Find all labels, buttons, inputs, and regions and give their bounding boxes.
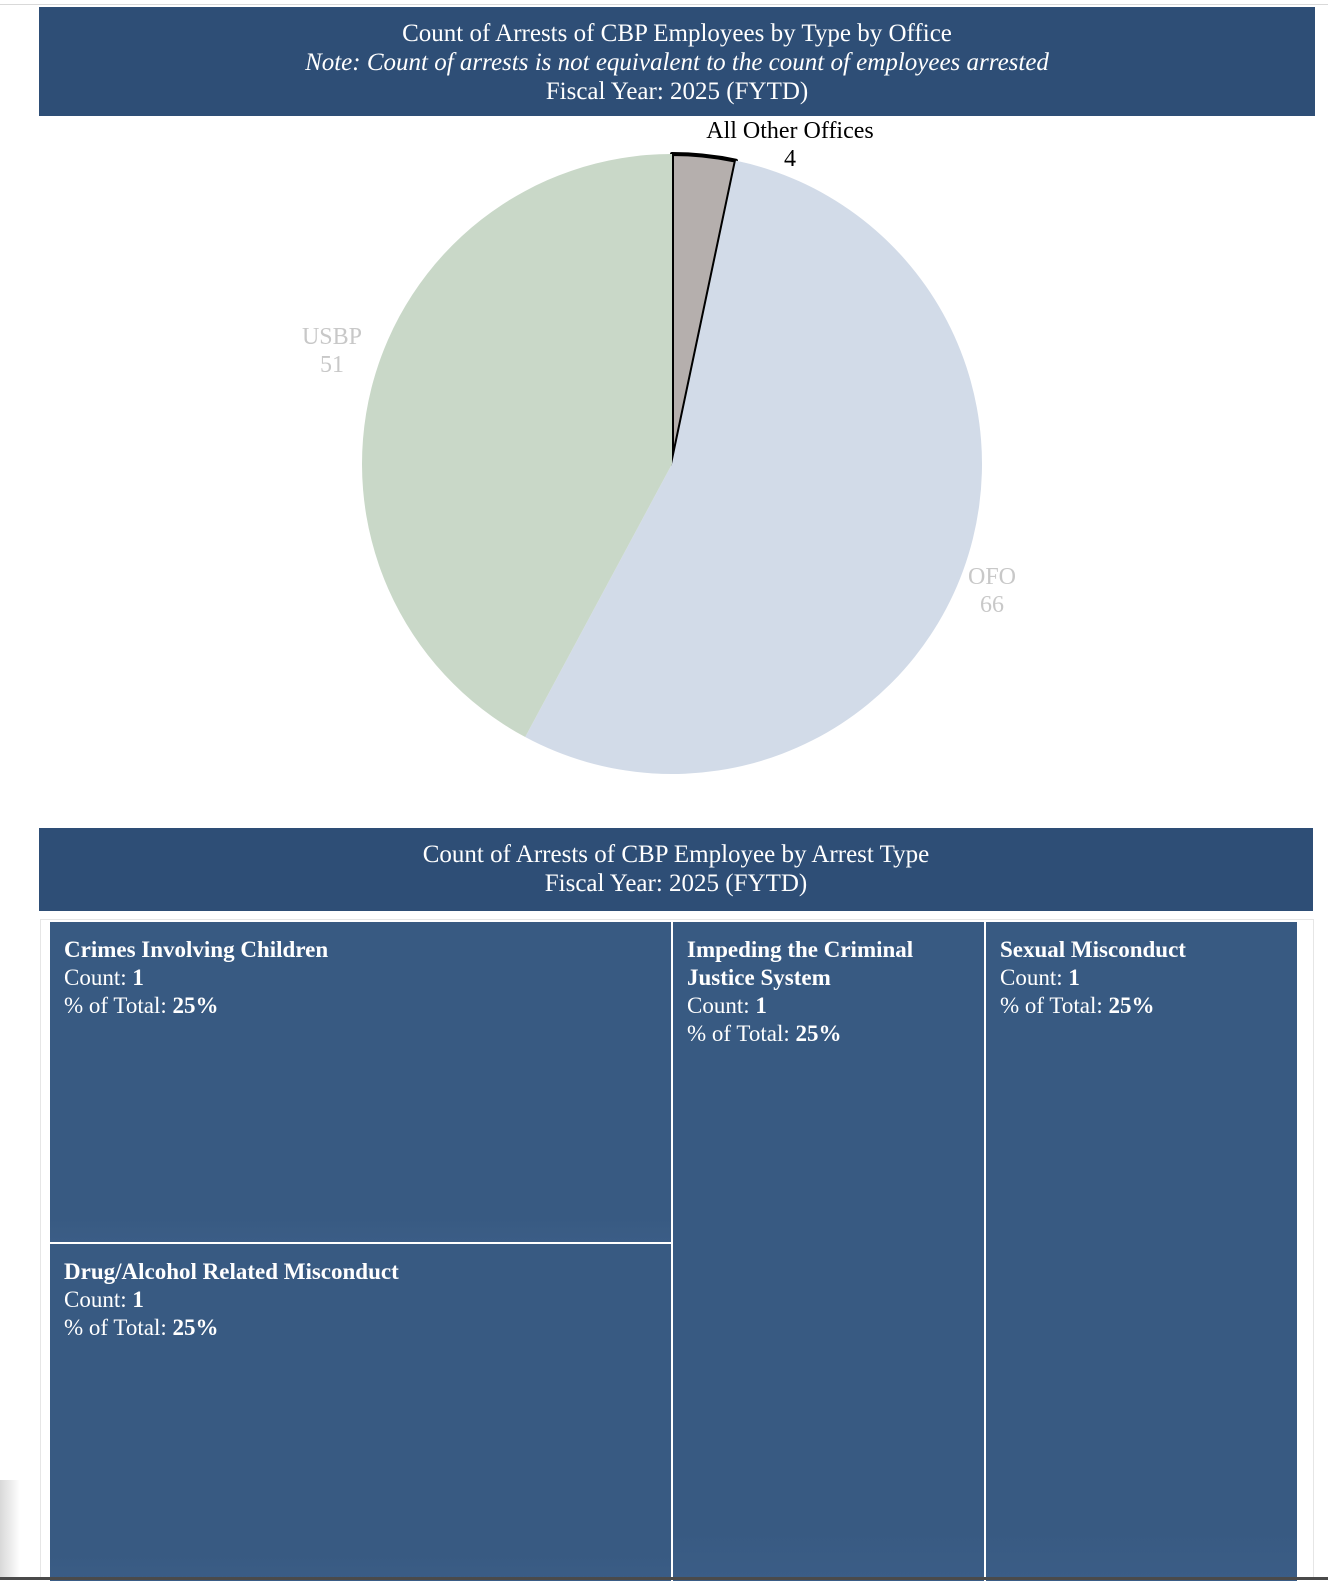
pie-slice-ofo[interactable] [525,160,982,774]
tile-count: Count: 1 [687,993,767,1018]
window-edge-shadow [0,1480,20,1580]
pie-label-name: OFO [968,564,1016,590]
treemap-tile[interactable]: Crimes Involving Children Count: 1 % of … [50,922,671,1242]
tile-percent: % of Total: 25% [1000,993,1155,1018]
pie-label-name: All Other Offices [706,120,874,144]
tile-count: Count: 1 [1000,965,1080,990]
tile-name: Impeding the Criminal Justice System [687,937,914,990]
arrest-type-treemap: Crimes Involving Children Count: 1 % of … [40,919,1314,1581]
treemap-title: Count of Arrests of CBP Employee by Arre… [422,841,930,868]
tile-name: Sexual Misconduct [1000,937,1186,962]
pie-slice-usbp[interactable] [361,154,672,738]
pie-label-value: 51 [320,352,344,378]
pie-label-value: 66 [980,592,1004,618]
pie-chart-header: Count of Arrests of CBP Employees by Typ… [39,7,1315,116]
top-divider [0,4,1328,5]
treemap-tile[interactable]: Impeding the Criminal Justice System Cou… [673,922,984,1581]
treemap-fiscal-year: Fiscal Year: 2025 (FYTD) [544,870,808,897]
tile-count: Count: 1 [64,1287,144,1312]
tile-percent: % of Total: 25% [687,1021,842,1046]
tile-name: Crimes Involving Children [64,937,329,962]
pie-chart-title: Count of Arrests of CBP Employees by Typ… [402,20,952,47]
treemap-tile[interactable]: Sexual Misconduct Count: 1 % of Total: 2… [986,922,1297,1581]
tile-name: Drug/Alcohol Related Misconduct [64,1259,399,1284]
treemap-header: Count of Arrests of CBP Employee by Arre… [39,828,1313,911]
pie-slice-all-other-offices[interactable] [670,152,738,466]
tile-percent: % of Total: 25% [64,1315,219,1340]
pie-label-name: USBP [302,324,362,350]
tile-count: Count: 1 [64,965,144,990]
tile-percent: % of Total: 25% [64,993,219,1018]
treemap-tile[interactable]: Drug/Alcohol Related Misconduct Count: 1… [50,1244,671,1581]
bottom-divider [0,1577,1328,1580]
pie-chart-fiscal-year: Fiscal Year: 2025 (FYTD) [545,78,809,105]
pie-chart-note: Note: Count of arrests is not equivalent… [305,49,1049,76]
pie-label-value: 4 [784,146,796,172]
